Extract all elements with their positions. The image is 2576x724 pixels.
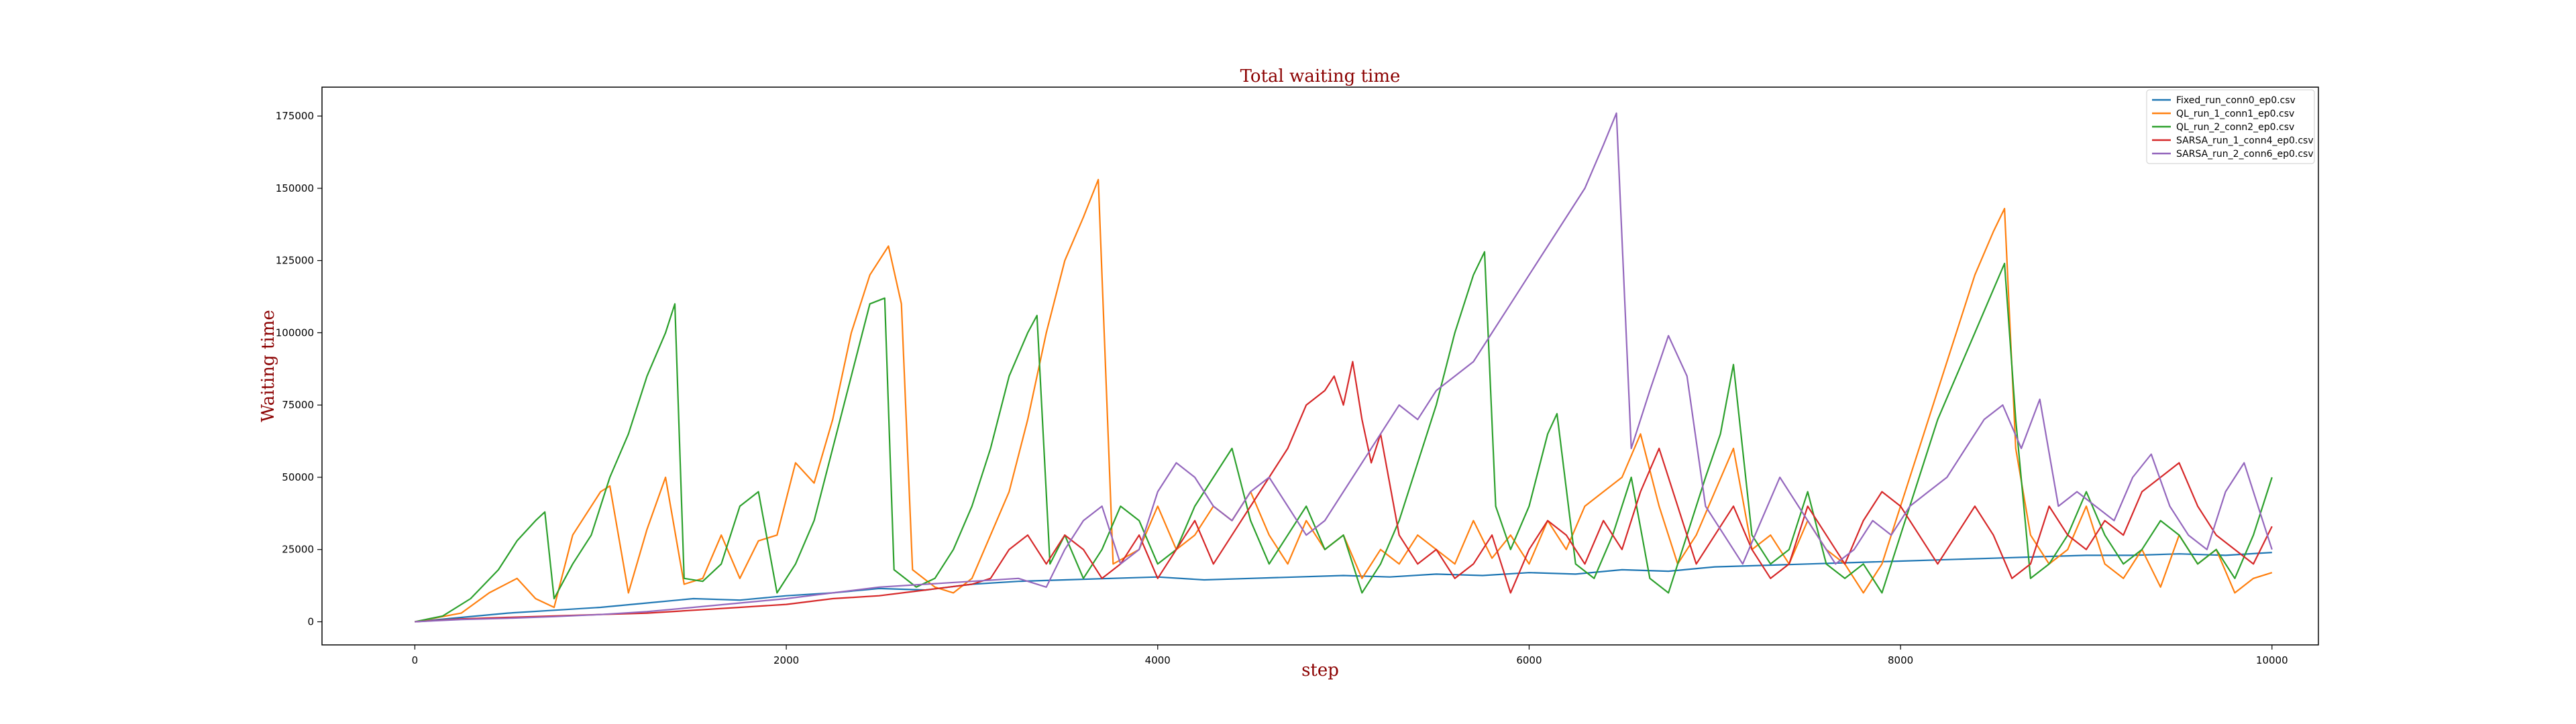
x-axis-label: step: [1301, 660, 1339, 680]
x-tick-label: 10000: [2256, 654, 2288, 666]
y-tick-label: 25000: [282, 544, 314, 556]
y-tick-label: 150000: [276, 182, 314, 194]
y-tick-label: 50000: [282, 471, 314, 483]
plot-lines: [415, 112, 2273, 623]
legend-entry: QL_run_1_conn1_ep0.csv: [2176, 109, 2294, 119]
y-tick-label: 125000: [276, 255, 314, 267]
x-tick-label: 4000: [1145, 654, 1171, 666]
legend-entry: Fixed_run_conn0_ep0.csv: [2176, 95, 2296, 106]
x-tick-label: 6000: [1516, 654, 1542, 666]
y-axis-ticks: 0 25000 50000 75000 100000 125000 150000 175000: [276, 110, 322, 628]
legend-entry: QL_run_2_conn2_ep0.csv: [2176, 122, 2294, 133]
legend: Fixed_run_conn0_ep0.csv QL_run_1_conn1_ep…: [2146, 89, 2315, 164]
legend-entry: SARSA_run_2_conn6_ep0.csv: [2176, 149, 2314, 160]
series-line-2: [415, 178, 2273, 623]
plot-frame: [321, 86, 2319, 646]
x-tick-label: 2000: [773, 654, 799, 666]
legend-entry: SARSA_run_1_conn4_ep0.csv: [2176, 135, 2314, 146]
y-tick-label: 0: [307, 616, 314, 628]
y-tick-label: 100000: [276, 326, 314, 339]
series-line-5: [415, 112, 2273, 623]
y-tick-label: 75000: [282, 399, 314, 411]
series-line-3: [415, 251, 2273, 623]
series-line-1: [415, 552, 2272, 623]
y-tick-label: 175000: [276, 110, 314, 122]
chart-title: Total waiting time: [1240, 66, 1401, 86]
x-tick-label: 0: [412, 654, 419, 666]
x-axis-ticks: 0 2000 4000 6000 8000 10000: [412, 645, 2288, 666]
x-tick-label: 8000: [1888, 654, 1913, 666]
legend-box: [2146, 89, 2315, 164]
y-axis-label: Waiting time: [258, 310, 278, 422]
series-line-4: [415, 361, 2273, 623]
